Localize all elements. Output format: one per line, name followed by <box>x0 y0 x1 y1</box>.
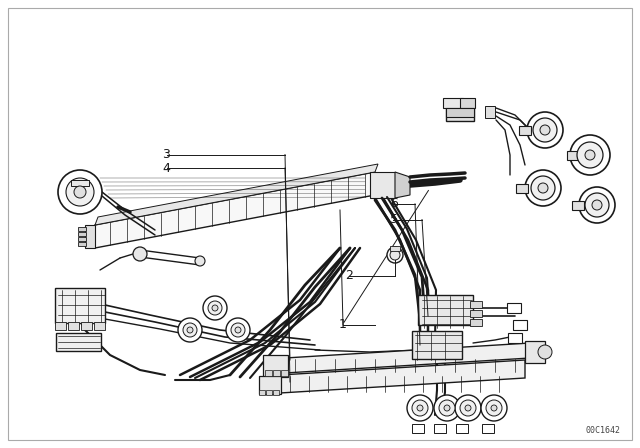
Circle shape <box>226 318 250 342</box>
Polygon shape <box>280 360 525 393</box>
Circle shape <box>592 200 602 210</box>
Circle shape <box>491 405 497 411</box>
Text: 3: 3 <box>163 148 170 161</box>
Bar <box>443 98 463 108</box>
Bar <box>273 370 280 376</box>
Circle shape <box>434 395 460 421</box>
Text: 4: 4 <box>163 161 170 175</box>
Bar <box>507 303 521 313</box>
Bar <box>417 295 472 325</box>
Polygon shape <box>370 172 395 198</box>
Circle shape <box>387 247 403 263</box>
Polygon shape <box>285 343 530 373</box>
Circle shape <box>444 405 450 411</box>
Text: 1: 1 <box>339 318 346 332</box>
Bar <box>55 288 105 323</box>
Text: 2: 2 <box>345 269 353 282</box>
Bar <box>78 227 86 231</box>
Bar <box>54 322 65 330</box>
Bar <box>71 180 89 186</box>
Bar <box>525 341 545 363</box>
Circle shape <box>527 112 563 148</box>
Circle shape <box>390 250 400 260</box>
Bar <box>482 423 494 432</box>
Bar <box>513 320 527 330</box>
Bar <box>262 355 287 377</box>
Bar <box>264 370 271 376</box>
Bar <box>470 301 482 307</box>
Bar <box>516 184 528 193</box>
Circle shape <box>460 400 476 416</box>
Circle shape <box>74 186 86 198</box>
Circle shape <box>525 170 561 206</box>
Circle shape <box>178 318 202 342</box>
Polygon shape <box>85 225 95 248</box>
Circle shape <box>538 183 548 193</box>
Polygon shape <box>95 172 375 248</box>
Bar <box>81 322 92 330</box>
Bar <box>572 201 584 210</box>
Circle shape <box>439 400 455 416</box>
Bar <box>56 333 100 351</box>
Bar <box>460 98 474 108</box>
Circle shape <box>212 305 218 311</box>
Circle shape <box>203 296 227 320</box>
Circle shape <box>133 247 147 261</box>
Circle shape <box>407 395 433 421</box>
Circle shape <box>570 135 610 175</box>
Bar <box>456 423 468 432</box>
Circle shape <box>533 118 557 142</box>
Circle shape <box>58 170 102 214</box>
Circle shape <box>231 323 245 337</box>
Bar <box>434 423 446 432</box>
Polygon shape <box>95 164 378 225</box>
Bar <box>78 237 86 241</box>
Circle shape <box>417 405 423 411</box>
Circle shape <box>585 193 609 217</box>
Circle shape <box>531 176 555 200</box>
Polygon shape <box>140 250 200 265</box>
Circle shape <box>540 125 550 135</box>
Circle shape <box>208 301 222 315</box>
Bar <box>266 389 272 395</box>
Circle shape <box>183 323 197 337</box>
Polygon shape <box>395 172 410 198</box>
Circle shape <box>579 187 615 223</box>
Bar <box>78 242 86 246</box>
Circle shape <box>486 400 502 416</box>
Circle shape <box>187 327 193 333</box>
Bar <box>78 232 86 236</box>
Circle shape <box>577 142 603 168</box>
Bar <box>273 389 279 395</box>
Bar <box>67 322 79 330</box>
Circle shape <box>195 256 205 266</box>
Circle shape <box>538 345 552 359</box>
Bar <box>470 310 482 316</box>
Bar <box>259 376 281 394</box>
Bar <box>485 106 495 118</box>
Circle shape <box>66 178 94 206</box>
Circle shape <box>412 400 428 416</box>
Bar <box>508 333 522 343</box>
Text: 5: 5 <box>390 213 397 226</box>
Circle shape <box>235 327 241 333</box>
Text: 00C1642: 00C1642 <box>585 426 620 435</box>
Bar <box>412 423 424 432</box>
Circle shape <box>465 405 471 411</box>
Bar <box>519 125 531 134</box>
Bar <box>470 319 482 326</box>
Bar <box>93 322 104 330</box>
Bar <box>412 331 462 359</box>
Bar <box>259 389 265 395</box>
Bar <box>446 108 474 116</box>
Bar <box>390 246 400 250</box>
Bar <box>446 103 474 121</box>
Circle shape <box>455 395 481 421</box>
Bar <box>280 370 287 376</box>
Circle shape <box>481 395 507 421</box>
Text: 6: 6 <box>390 197 397 211</box>
Bar <box>567 151 579 159</box>
Circle shape <box>585 150 595 160</box>
